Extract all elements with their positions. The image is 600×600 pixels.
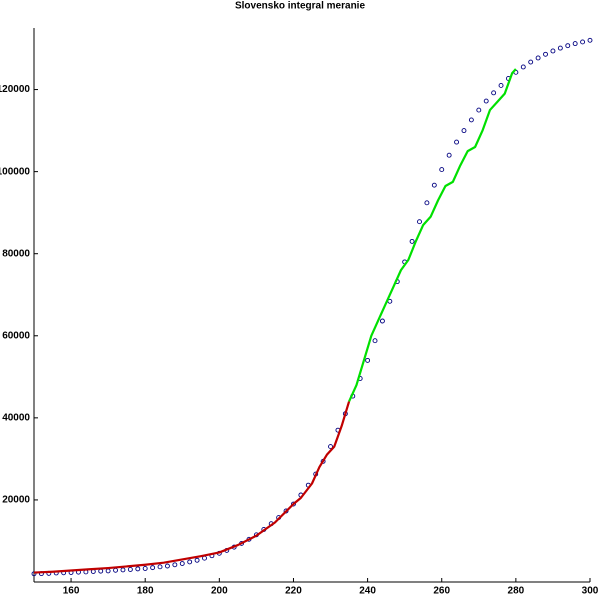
x-tick-label: 160	[63, 586, 80, 597]
data-point	[113, 567, 118, 573]
data-point	[291, 501, 296, 507]
data-point	[150, 565, 156, 571]
x-tick-label: 200	[211, 586, 228, 597]
data-point	[179, 561, 185, 566]
y-tick-label: 20000	[2, 495, 30, 506]
data-point	[283, 508, 289, 514]
x-tick-label: 180	[137, 586, 154, 597]
data-point	[565, 43, 571, 49]
data-point	[491, 90, 497, 96]
data-point	[127, 567, 133, 572]
x-tick-label: 300	[582, 586, 599, 597]
data-point	[580, 39, 586, 45]
data-point	[528, 59, 534, 65]
y-tick-label: 40000	[2, 412, 30, 423]
chart-title: Slovensko integral meranie	[235, 1, 365, 12]
data-point	[454, 139, 460, 145]
data-point	[417, 219, 422, 225]
data-point	[142, 566, 148, 571]
data-point	[105, 568, 111, 574]
data-point	[424, 200, 430, 206]
data-point	[520, 64, 526, 70]
data-point	[135, 566, 141, 572]
data-point	[409, 238, 415, 244]
x-tick-label: 260	[433, 586, 450, 597]
data-point	[431, 182, 437, 188]
data-point	[365, 357, 371, 363]
data-point	[572, 41, 578, 47]
data-point	[461, 128, 467, 134]
data-line	[348, 68, 517, 402]
data-point	[157, 564, 163, 570]
data-point	[187, 559, 193, 565]
x-tick-label: 240	[359, 586, 376, 597]
data-point	[194, 557, 200, 563]
data-line	[33, 401, 351, 574]
data-point	[557, 45, 563, 51]
data-point	[550, 48, 556, 54]
data-point	[379, 318, 385, 324]
data-point	[372, 338, 378, 344]
y-tick-label: 120000	[0, 84, 30, 95]
data-point	[120, 567, 126, 573]
y-tick-label: 100000	[0, 166, 30, 177]
data-point	[587, 37, 593, 43]
data-point	[468, 117, 474, 123]
data-point	[439, 167, 445, 173]
data-point	[328, 444, 333, 450]
x-tick-label: 220	[285, 586, 302, 597]
data-point	[164, 563, 170, 569]
data-point	[446, 152, 452, 158]
data-point	[535, 55, 541, 61]
data-point	[476, 107, 482, 113]
y-tick-label: 80000	[2, 248, 30, 259]
y-tick-label: 60000	[2, 330, 30, 341]
data-point	[483, 98, 489, 104]
x-tick-label: 280	[508, 586, 525, 597]
data-point	[172, 562, 178, 568]
data-point	[543, 51, 548, 57]
data-point	[498, 83, 504, 88]
